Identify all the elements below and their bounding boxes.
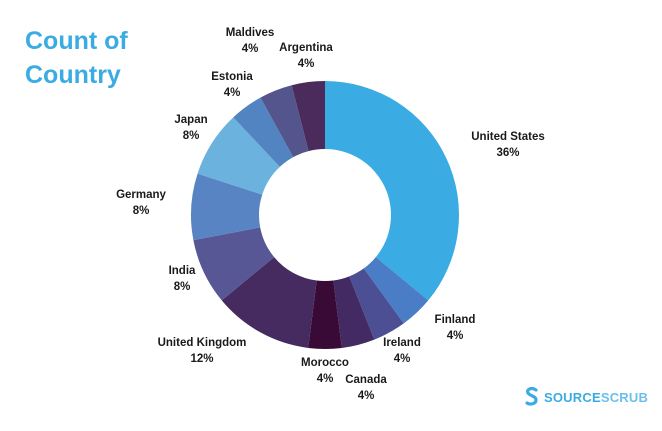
slice-argentina bbox=[291, 81, 325, 152]
label-value-morocco: 4% bbox=[317, 373, 334, 385]
slice-finland bbox=[363, 257, 429, 324]
label-name-canada: Canada bbox=[345, 374, 387, 386]
label-argentina: Argentina 4% bbox=[279, 42, 333, 70]
label-value-canada: 4% bbox=[358, 390, 375, 402]
label-name-ireland: Ireland bbox=[383, 337, 421, 349]
slice-germany bbox=[190, 173, 263, 241]
slice-canada bbox=[333, 276, 375, 348]
label-ireland: Ireland 4% bbox=[383, 337, 421, 365]
slice-japan bbox=[197, 117, 280, 195]
label-maldives: Maldives 4% bbox=[226, 27, 275, 55]
label-value-argentina: 4% bbox=[298, 58, 315, 70]
label-united-states: United States 36% bbox=[471, 131, 545, 159]
label-name-morocco: Morocco bbox=[301, 357, 349, 369]
chart-title: Count of Country bbox=[25, 24, 128, 92]
slice-estonia bbox=[233, 97, 294, 167]
label-name-united-states: United States bbox=[471, 131, 545, 143]
label-name-estonia: Estonia bbox=[211, 71, 253, 83]
label-value-maldives: 4% bbox=[242, 43, 259, 55]
chart-title-line-1: Count of bbox=[25, 27, 128, 55]
label-name-germany: Germany bbox=[116, 189, 166, 201]
donut-slices bbox=[190, 81, 459, 349]
label-name-argentina: Argentina bbox=[279, 42, 333, 54]
slice-india bbox=[193, 227, 275, 301]
label-japan: Japan 8% bbox=[174, 114, 207, 142]
brand-s-icon bbox=[525, 387, 538, 406]
slice-ireland bbox=[349, 268, 404, 340]
label-value-finland: 4% bbox=[447, 330, 464, 342]
slice-morocco bbox=[308, 280, 342, 349]
label-name-united-kingdom: United Kingdom bbox=[158, 337, 247, 349]
label-name-maldives: Maldives bbox=[226, 27, 275, 39]
slice-maldives bbox=[260, 85, 309, 158]
label-name-japan: Japan bbox=[174, 114, 207, 126]
slice-united-states bbox=[325, 81, 459, 301]
label-name-india: India bbox=[169, 265, 196, 277]
label-name-finland: Finland bbox=[435, 314, 476, 326]
label-finland: Finland 4% bbox=[435, 314, 476, 342]
label-value-united-states: 36% bbox=[496, 147, 519, 159]
label-value-estonia: 4% bbox=[224, 87, 241, 99]
label-value-japan: 8% bbox=[183, 130, 200, 142]
label-germany: Germany 8% bbox=[116, 189, 166, 217]
label-canada: Canada 4% bbox=[345, 374, 387, 402]
label-united-kingdom: United Kingdom 12% bbox=[158, 337, 247, 365]
label-estonia: Estonia 4% bbox=[211, 71, 253, 99]
slice-united-kingdom bbox=[221, 257, 317, 348]
brand-name: SOURCESCRUB bbox=[544, 389, 649, 405]
label-value-united-kingdom: 12% bbox=[190, 353, 213, 365]
label-value-germany: 8% bbox=[133, 205, 150, 217]
slice-labels: United States 36%Finland 4%Ireland 4%Canada… bbox=[116, 27, 545, 402]
label-value-ireland: 4% bbox=[394, 353, 411, 365]
chart-title-line-2: Country bbox=[25, 61, 121, 89]
label-india: India 8% bbox=[169, 265, 196, 293]
sourcescrub-logo: SOURCESCRUB bbox=[524, 387, 648, 407]
label-value-india: 8% bbox=[174, 281, 191, 293]
label-morocco: Morocco 4% bbox=[301, 357, 349, 385]
